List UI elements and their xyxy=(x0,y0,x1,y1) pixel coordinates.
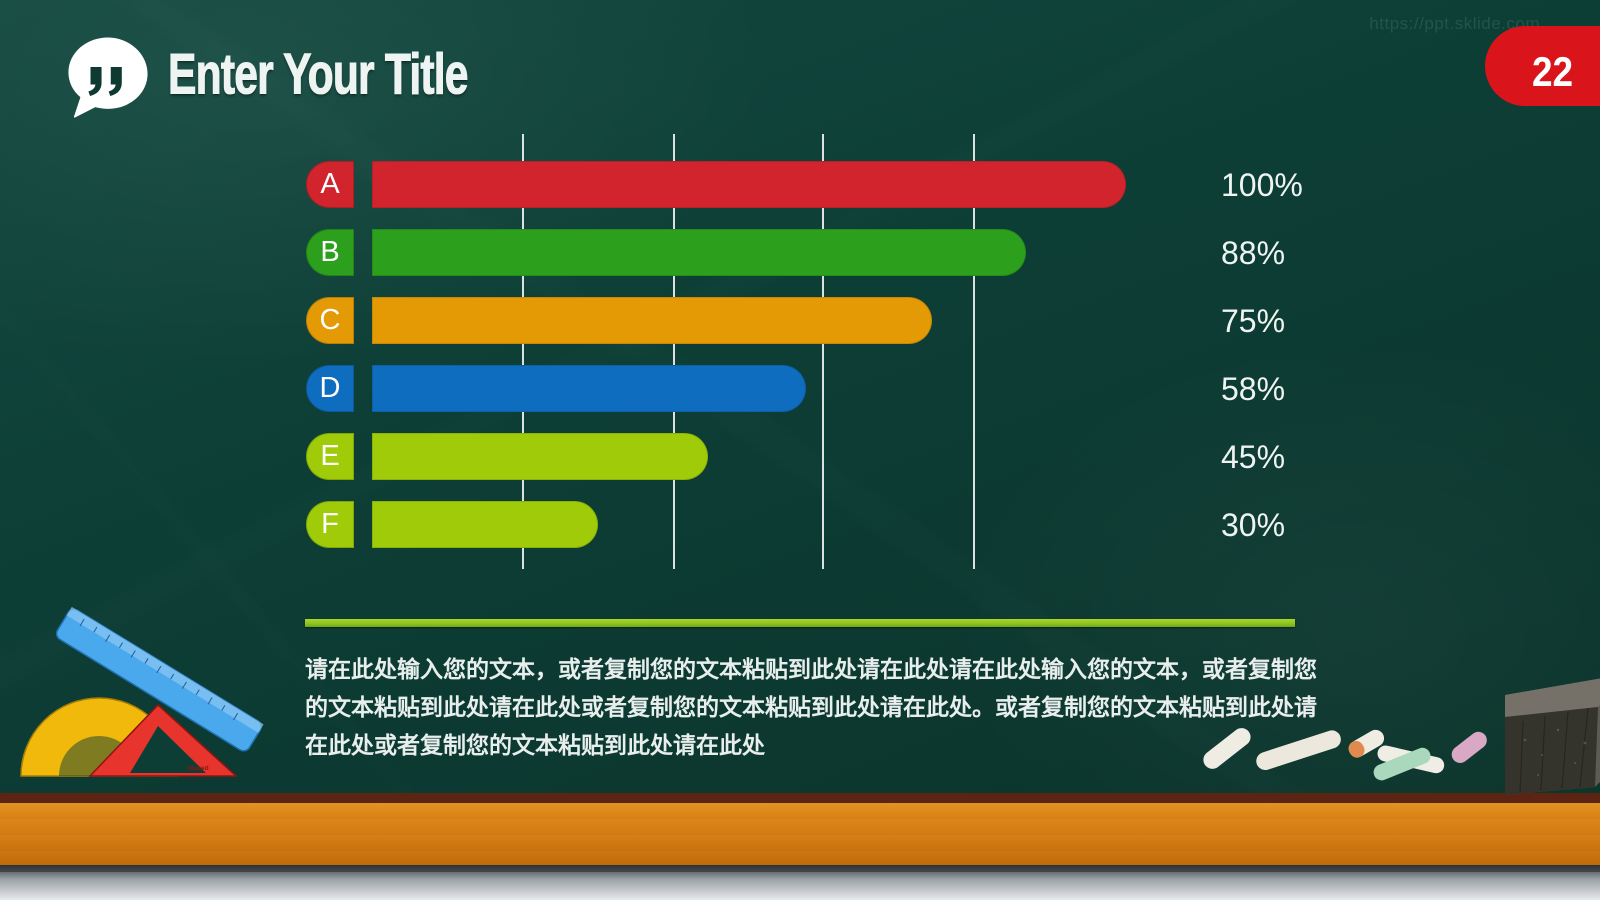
svg-text:Maped: Maped xyxy=(188,765,209,772)
